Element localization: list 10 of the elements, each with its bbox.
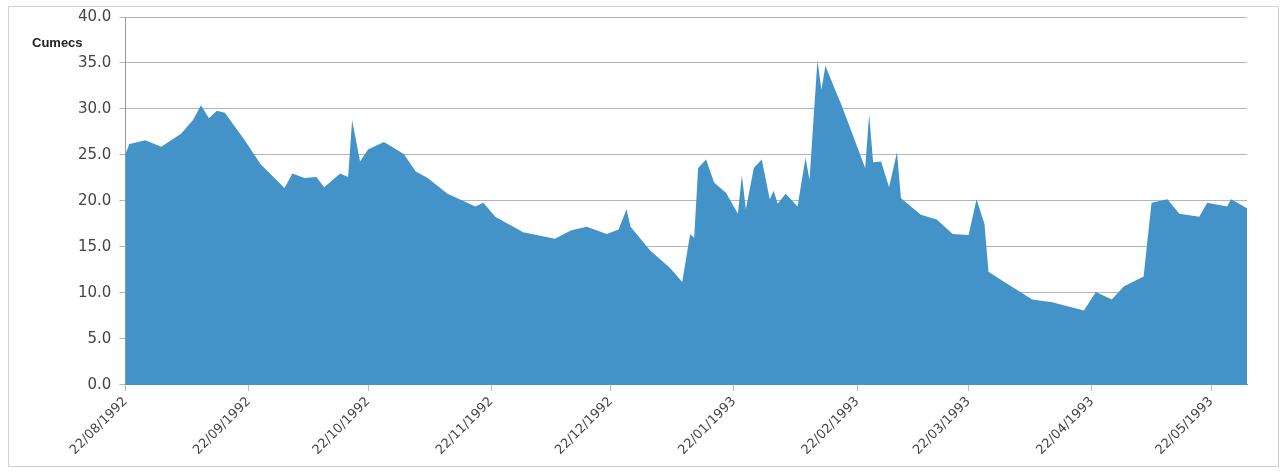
y-tick-label: 20.0 (77, 190, 112, 209)
y-tick-label: 0.0 (87, 374, 112, 393)
y-tick-label: 40.0 (77, 6, 112, 25)
y-tick-label: 15.0 (77, 236, 112, 255)
y-tick-label: 10.0 (77, 282, 112, 301)
y-tick-label: 25.0 (77, 144, 112, 163)
y-tick-label: 30.0 (77, 98, 112, 117)
y-tick-label: 5.0 (87, 328, 112, 347)
y-tick-label: 35.0 (77, 52, 112, 71)
y-axis-title: Cumecs (32, 34, 83, 50)
